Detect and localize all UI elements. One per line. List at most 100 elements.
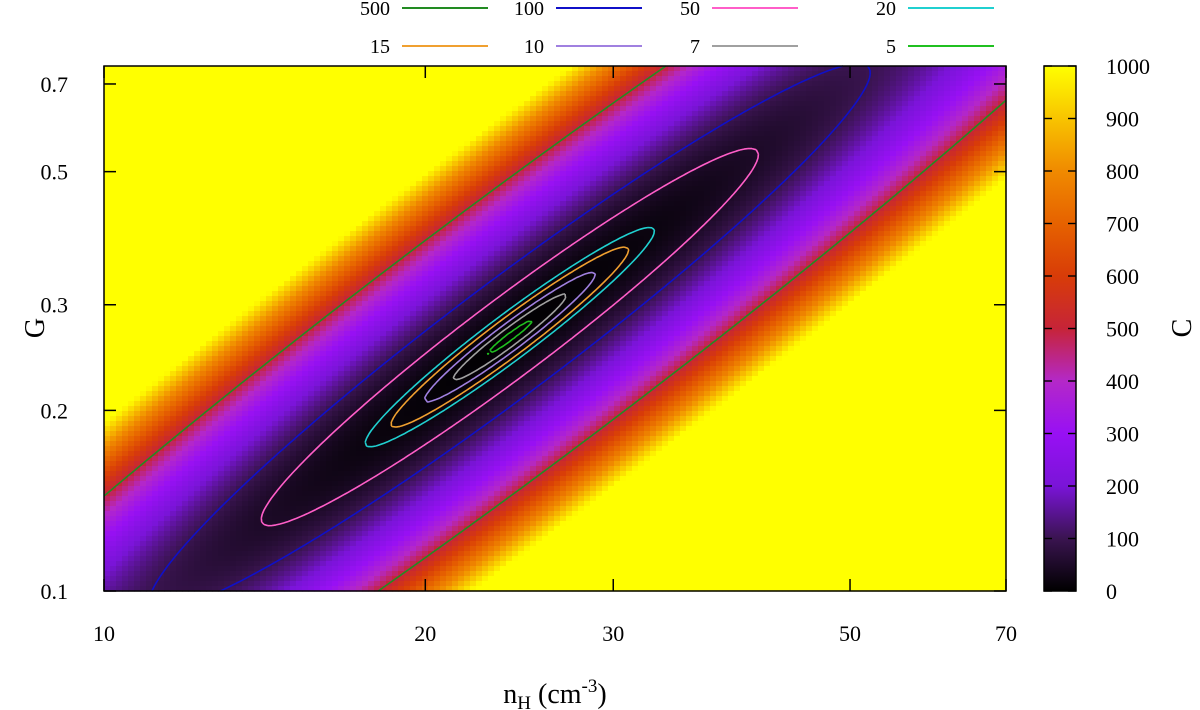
heatmap-cell bbox=[422, 211, 429, 217]
heatmap-cell bbox=[140, 116, 147, 122]
heatmap-cell bbox=[122, 86, 129, 92]
heatmap-cell bbox=[368, 121, 375, 127]
heatmap-cell bbox=[680, 71, 687, 77]
heatmap-cell bbox=[608, 226, 615, 232]
heatmap-cell bbox=[788, 166, 795, 172]
heatmap-cell bbox=[482, 66, 489, 72]
heatmap-cell bbox=[254, 156, 261, 162]
heatmap-cell bbox=[278, 66, 285, 72]
heatmap-cell bbox=[410, 181, 417, 187]
heatmap-cell bbox=[392, 116, 399, 122]
heatmap-cell bbox=[992, 86, 999, 92]
heatmap-cell bbox=[350, 101, 357, 107]
heatmap-cell bbox=[290, 66, 297, 72]
heatmap-cell bbox=[380, 221, 387, 227]
heatmap-cell bbox=[692, 211, 699, 217]
heatmap-cell bbox=[560, 216, 567, 222]
heatmap-cell bbox=[752, 216, 759, 222]
heatmap-cell bbox=[416, 221, 423, 227]
heatmap-cell bbox=[626, 191, 633, 197]
heatmap-cell bbox=[362, 66, 369, 72]
heatmap-cell bbox=[884, 211, 891, 217]
heatmap-cell bbox=[950, 101, 957, 107]
heatmap-cell bbox=[320, 96, 327, 102]
heatmap-cell bbox=[650, 181, 657, 187]
heatmap-cell bbox=[878, 81, 885, 87]
heatmap-cell bbox=[704, 166, 711, 172]
heatmap-cell bbox=[422, 226, 429, 232]
heatmap-cell bbox=[776, 66, 783, 72]
heatmap-cell bbox=[854, 206, 861, 212]
heatmap-cell bbox=[176, 186, 183, 192]
heatmap-cell bbox=[404, 206, 411, 212]
heatmap-cell bbox=[590, 96, 597, 102]
heatmap-cell bbox=[626, 221, 633, 227]
heatmap-cell bbox=[176, 206, 183, 212]
heatmap-cell bbox=[500, 201, 507, 207]
heatmap-cell bbox=[500, 116, 507, 122]
heatmap-cell bbox=[746, 226, 753, 232]
heatmap-cell bbox=[212, 66, 219, 72]
heatmap-cell bbox=[560, 171, 567, 177]
heatmap-cell bbox=[536, 66, 543, 72]
heatmap-cell bbox=[776, 226, 783, 232]
heatmap-cell bbox=[164, 96, 171, 102]
heatmap-cell bbox=[884, 166, 891, 172]
heatmap-cell bbox=[884, 81, 891, 87]
heatmap-cell bbox=[194, 226, 201, 232]
heatmap-cell bbox=[590, 216, 597, 222]
heatmap-cell bbox=[746, 76, 753, 82]
heatmap-cell bbox=[668, 111, 675, 117]
heatmap-cell bbox=[968, 211, 975, 217]
heatmap-cell bbox=[896, 106, 903, 112]
heatmap-cell bbox=[506, 91, 513, 97]
heatmap-cell bbox=[668, 211, 675, 217]
heatmap-cell bbox=[338, 221, 345, 227]
heatmap-cell bbox=[698, 171, 705, 177]
heatmap-cell bbox=[380, 186, 387, 192]
heatmap-cell bbox=[992, 126, 999, 132]
heatmap-cell bbox=[188, 136, 195, 142]
heatmap-cell bbox=[806, 91, 813, 97]
heatmap-cell bbox=[350, 111, 357, 117]
heatmap-cell bbox=[386, 81, 393, 87]
heatmap-cell bbox=[548, 171, 555, 177]
heatmap-cell bbox=[398, 226, 405, 232]
heatmap-cell bbox=[290, 76, 297, 82]
heatmap-cell bbox=[860, 96, 867, 102]
heatmap-cell bbox=[752, 126, 759, 132]
heatmap-cell bbox=[308, 216, 315, 222]
heatmap-cell bbox=[224, 216, 231, 222]
heatmap-cell bbox=[842, 171, 849, 177]
heatmap-cell bbox=[356, 176, 363, 182]
heatmap-cell bbox=[398, 191, 405, 197]
heatmap-cell bbox=[920, 106, 927, 112]
heatmap-cell bbox=[470, 96, 477, 102]
heatmap-cell bbox=[122, 196, 129, 202]
heatmap-cell bbox=[164, 231, 171, 237]
heatmap-cell bbox=[710, 206, 717, 212]
heatmap-cell bbox=[770, 121, 777, 127]
heatmap-cell bbox=[788, 226, 795, 232]
heatmap-cell bbox=[920, 166, 927, 172]
heatmap-cell bbox=[380, 201, 387, 207]
heatmap-cell bbox=[134, 146, 141, 152]
heatmap-cell bbox=[620, 171, 627, 177]
heatmap-cell bbox=[740, 181, 747, 187]
heatmap-cell bbox=[668, 106, 675, 112]
heatmap-cell bbox=[962, 161, 969, 167]
heatmap-cell bbox=[386, 191, 393, 197]
heatmap-cell bbox=[746, 176, 753, 182]
heatmap-cell bbox=[254, 136, 261, 142]
heatmap-cell bbox=[908, 186, 915, 192]
heatmap-cell bbox=[380, 166, 387, 172]
heatmap-cell bbox=[410, 86, 417, 92]
heatmap-cell bbox=[152, 151, 159, 157]
heatmap-cell bbox=[614, 141, 621, 147]
heatmap-cell bbox=[200, 216, 207, 222]
heatmap-cell bbox=[524, 196, 531, 202]
heatmap-cell bbox=[188, 221, 195, 227]
heatmap-cell bbox=[476, 131, 483, 137]
heatmap-cell bbox=[860, 151, 867, 157]
heatmap-cell bbox=[194, 206, 201, 212]
